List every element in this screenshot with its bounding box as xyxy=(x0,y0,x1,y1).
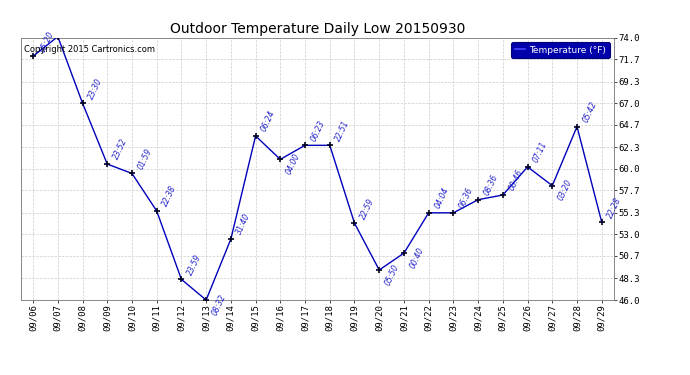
Text: 31:40: 31:40 xyxy=(235,212,253,236)
Text: 22:38: 22:38 xyxy=(161,184,178,208)
Text: 04:04: 04:04 xyxy=(433,186,451,210)
Text: 05:20: 05:20 xyxy=(39,30,56,54)
Text: 04:00: 04:00 xyxy=(284,152,302,176)
Text: 03:20: 03:20 xyxy=(556,178,574,202)
Text: 23:59: 23:59 xyxy=(186,253,203,277)
Text: 23:30: 23:30 xyxy=(87,76,104,101)
Text: 22:51: 22:51 xyxy=(334,118,351,142)
Legend: Temperature (°F): Temperature (°F) xyxy=(511,42,609,58)
Text: 23:52: 23:52 xyxy=(111,137,129,161)
Text: 05:42: 05:42 xyxy=(581,100,599,124)
Text: 06:24: 06:24 xyxy=(259,109,277,133)
Text: 22:59: 22:59 xyxy=(359,196,376,220)
Text: 07:11: 07:11 xyxy=(532,140,549,164)
Text: 08:46: 08:46 xyxy=(507,168,524,192)
Text: 00:40: 00:40 xyxy=(408,246,426,270)
Text: 08:32: 08:32 xyxy=(210,293,228,316)
Text: 01:59: 01:59 xyxy=(136,147,154,171)
Text: 06:36: 06:36 xyxy=(457,186,475,210)
Text: 06:23: 06:23 xyxy=(309,118,326,142)
Title: Outdoor Temperature Daily Low 20150930: Outdoor Temperature Daily Low 20150930 xyxy=(170,22,465,36)
Text: 07:28: 07:28 xyxy=(0,374,1,375)
Text: 05:50: 05:50 xyxy=(384,263,401,286)
Text: 08:36: 08:36 xyxy=(482,173,500,197)
Text: Copyright 2015 Cartronics.com: Copyright 2015 Cartronics.com xyxy=(23,45,155,54)
Text: 22:28: 22:28 xyxy=(606,195,623,219)
